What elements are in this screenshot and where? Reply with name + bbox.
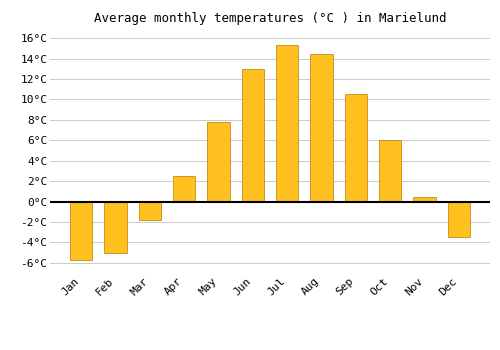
- Bar: [242, 69, 264, 202]
- Bar: [173, 176, 196, 202]
- Bar: [138, 202, 161, 220]
- Bar: [276, 46, 298, 202]
- Bar: [414, 197, 436, 202]
- Bar: [379, 140, 402, 202]
- Bar: [208, 122, 230, 202]
- Bar: [70, 202, 92, 260]
- Title: Average monthly temperatures (°C ) in Marielund: Average monthly temperatures (°C ) in Ma…: [94, 13, 447, 26]
- Bar: [310, 54, 332, 202]
- Bar: [104, 202, 126, 253]
- Bar: [448, 202, 470, 237]
- Bar: [344, 94, 367, 202]
